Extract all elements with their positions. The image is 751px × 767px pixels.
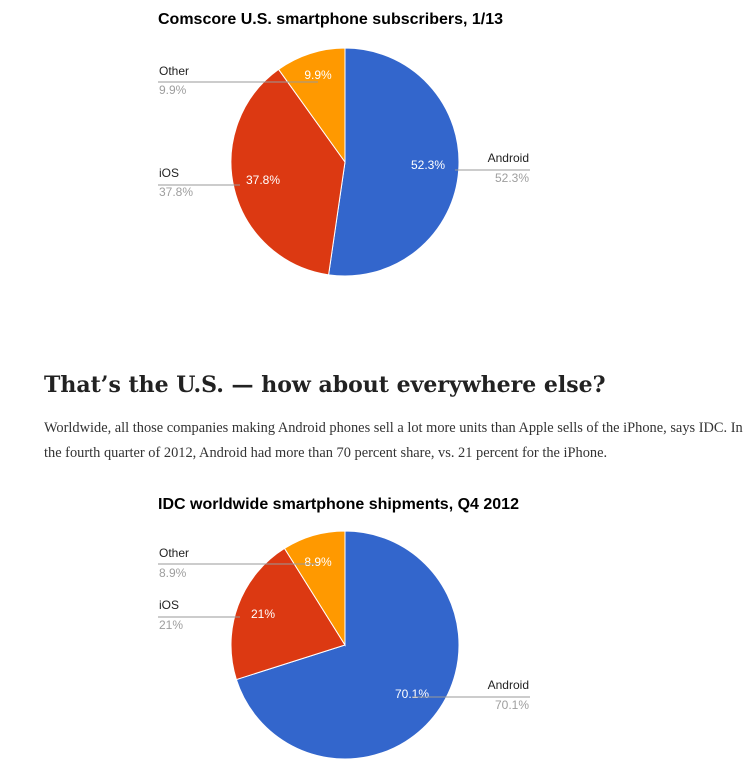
- legend-label-android: Android: [488, 678, 529, 692]
- legend-label-ios: iOS: [159, 166, 179, 180]
- chart-title: Comscore U.S. smartphone subscribers, 1/…: [158, 11, 504, 28]
- legend-value-android: 52.3%: [495, 171, 529, 185]
- legend-label-android: Android: [488, 151, 529, 165]
- slice-value-label-other: 8.9%: [304, 555, 332, 569]
- chart-comscore: Comscore U.S. smartphone subscribers, 1/…: [0, 0, 751, 300]
- slice-value-label-ios: 37.8%: [246, 173, 280, 187]
- slice-value-label-android: 70.1%: [395, 687, 429, 701]
- legend-value-ios: 21%: [159, 618, 183, 632]
- legend-value-other: 9.9%: [159, 83, 187, 97]
- chart-idc: IDC worldwide smartphone shipments, Q4 2…: [0, 485, 751, 767]
- legend-label-ios: iOS: [159, 598, 179, 612]
- article-heading: That’s the U.S. — how about everywhere e…: [44, 372, 606, 398]
- chart-title: IDC worldwide smartphone shipments, Q4 2…: [158, 496, 519, 513]
- pie-slice-other: [277, 47, 346, 164]
- slice-value-label-other: 9.9%: [304, 68, 332, 82]
- pie-slice-other: [283, 530, 346, 647]
- legend-value-ios: 37.8%: [159, 185, 193, 199]
- pie-chart-comscore: 52.3% 37.8% 9.9% Android 52.3% iOS 37.8% Other 9…: [158, 47, 530, 277]
- slice-value-label-ios: 21%: [251, 607, 275, 621]
- legend-value-other: 8.9%: [159, 566, 187, 580]
- legend-value-android: 70.1%: [495, 698, 529, 712]
- legend-label-other: Other: [159, 546, 189, 560]
- pie-slice-ios: [230, 68, 346, 276]
- legend-label-other: Other: [159, 64, 189, 78]
- article-body: Worldwide, all those companies making An…: [44, 420, 743, 461]
- pie-slice-android: [235, 530, 460, 760]
- pie-slice-ios: [230, 547, 346, 681]
- slice-value-label-android: 52.3%: [411, 158, 445, 172]
- pie-chart-idc: 70.1% 21% 8.9% Android 70.1% iOS 21% Other 8.9%: [158, 530, 530, 760]
